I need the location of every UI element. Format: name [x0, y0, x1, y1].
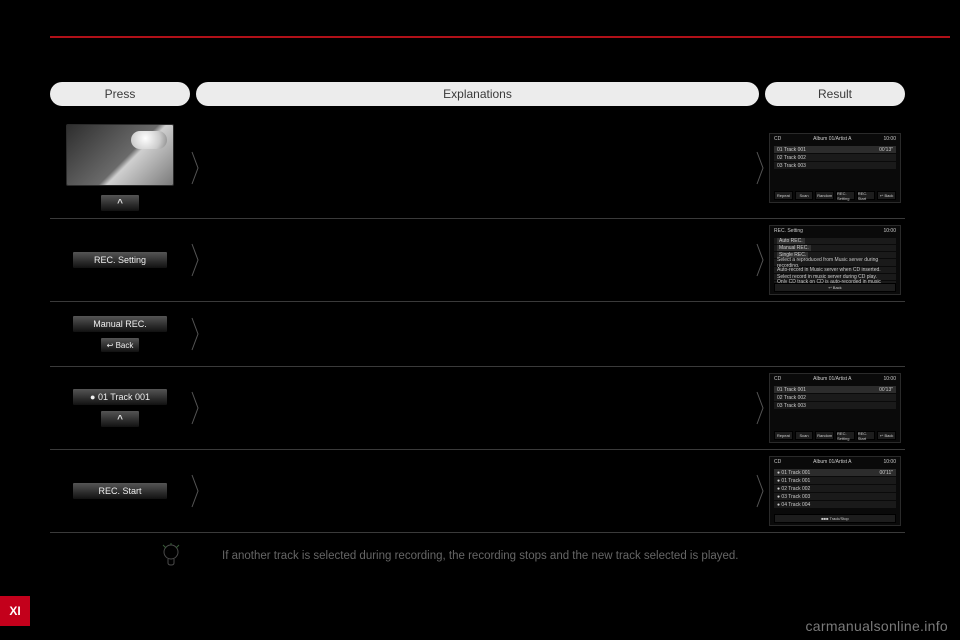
device-photo	[66, 124, 174, 186]
result-col: CD Album 01/Artist A 10:00 01 Track 001 00'1…	[765, 133, 905, 203]
shot-foot-btn: ↩ Back	[774, 283, 896, 292]
header-result: Result	[765, 82, 905, 106]
press-col: Manual REC. ↩ Back	[50, 315, 190, 353]
shot-title-left: CD	[774, 376, 781, 382]
result-screenshot: CDAlbum 01/Artist A10:00● 01 Track 00100…	[769, 456, 901, 526]
shot-opt-btn: Manual REC.	[777, 245, 811, 251]
shot-foot-btn: REC. Start	[857, 191, 876, 200]
chevron-icon	[190, 148, 200, 188]
explanation-text	[200, 234, 755, 286]
chevron-icon	[755, 148, 765, 188]
press-button[interactable]: ● 01 Track 001	[72, 388, 168, 406]
result-col: CDAlbum 01/Artist A10:00● 01 Track 00100…	[765, 456, 905, 526]
tip-row: If another track is selected during reco…	[50, 533, 905, 569]
chevron-icon	[755, 388, 765, 428]
shot-title-mid: Album 01/Artist A	[813, 136, 851, 142]
shot-foot-btn: Repeat	[774, 191, 793, 200]
result-screenshot: REC. Setting10:00Auto REC.Manual REC.Sin…	[769, 225, 901, 295]
shot-foot-btn: REC. Start	[857, 431, 876, 440]
shot-dur: 00'13"	[879, 387, 893, 393]
shot-line: 02 Track 002	[774, 154, 896, 161]
shot-line: ● 01 Track 001	[774, 477, 896, 484]
press-button[interactable]: ^	[100, 194, 140, 212]
shot-now: ● 01 Track 001	[777, 470, 810, 476]
instruction-row: ^ CD Album 01/Artist A 10:00 01 Track 001 00'…	[50, 118, 905, 219]
shot-time: 10:00	[883, 376, 896, 382]
shot-title-left: REC. Setting	[774, 228, 803, 234]
shot-foot-btn: REC. Setting	[836, 431, 855, 440]
shot-line: Auto-record in Music server when CD inse…	[774, 267, 896, 273]
shot-dur: 00'13"	[879, 147, 893, 153]
chevron-icon	[755, 471, 765, 511]
shot-opt-btn: Auto REC.	[777, 238, 805, 244]
press-button[interactable]: ↩ Back	[100, 337, 140, 353]
press-button[interactable]: ^	[100, 410, 140, 428]
press-button[interactable]: Manual REC.	[72, 315, 168, 333]
chevron-icon	[755, 240, 765, 280]
shot-line: 02 Track 002	[774, 394, 896, 401]
shot-line: ● 03 Track 003	[774, 493, 896, 500]
instruction-row: Manual REC. ↩ Back	[50, 302, 905, 367]
shot-line: 03 Track 003	[774, 162, 896, 169]
shot-foot-btn: Random	[815, 431, 834, 440]
explanation-text	[200, 382, 755, 434]
shot-line: ● 02 Track 002	[774, 485, 896, 492]
press-col: ● 01 Track 001 ^	[50, 388, 190, 428]
chevron-icon	[190, 240, 200, 280]
shot-foot-btn: ■■■ Track/Stop	[774, 514, 896, 523]
chevron-icon	[190, 471, 200, 511]
instruction-row: REC. Start CD Album 01/Artist A 10:00 ● 01 T…	[50, 450, 905, 533]
press-button[interactable]: REC. Setting	[72, 251, 168, 269]
shot-title-left: CD	[774, 459, 781, 465]
shot-foot-btn: Repeat	[774, 431, 793, 440]
shot-foot-btn: ↩ Back	[877, 431, 896, 440]
shot-now: 01 Track 001	[777, 147, 806, 153]
instruction-row: ● 01 Track 001 ^ CD Album 01/Artist A 10:00 0…	[50, 367, 905, 450]
press-col: REC. Start	[50, 482, 190, 500]
watermark: carmanualsonline.info	[806, 618, 949, 634]
header-explanations: Explanations	[196, 82, 759, 106]
shot-foot-btn: REC. Setting	[836, 191, 855, 200]
shot-now: 01 Track 001	[777, 387, 806, 393]
lightbulb-icon	[50, 543, 190, 569]
instruction-row: REC. Setting REC. Setting 10:00 Auto REC.Ma…	[50, 219, 905, 302]
header-press: Press	[50, 82, 190, 106]
explanation-text	[200, 308, 765, 360]
press-button[interactable]: REC. Start	[72, 482, 168, 500]
shot-title-mid: Album 01/Artist A	[813, 376, 851, 382]
shot-line: 03 Track 003	[774, 402, 896, 409]
shot-time: 10:00	[883, 228, 896, 234]
chevron-icon	[190, 314, 200, 354]
result-screenshot: CD Album 01/Artist A 10:00 01 Track 001 00'1…	[769, 133, 901, 203]
shot-foot-btn: Scan	[795, 191, 814, 200]
press-col: ^	[50, 124, 190, 212]
press-col: REC. Setting	[50, 251, 190, 269]
result-screenshot: CD Album 01/Artist A 10:00 01 Track 001 00'1…	[769, 373, 901, 443]
shot-line: Select a reproduced from Music server du…	[774, 259, 896, 266]
shot-foot-btn: ↩ Back	[877, 191, 896, 200]
result-col: REC. Setting10:00Auto REC.Manual REC.Sin…	[765, 225, 905, 295]
shot-title-left: CD	[774, 136, 781, 142]
chevron-icon	[190, 388, 200, 428]
shot-time: 10:00	[883, 136, 896, 142]
section-tab: XI	[0, 596, 30, 626]
shot-title-mid: Album 01/Artist A	[813, 459, 851, 465]
shot-foot-btn: Scan	[795, 431, 814, 440]
result-col: CD Album 01/Artist A 10:00 01 Track 001 00'1…	[765, 373, 905, 443]
shot-time: 10:00	[883, 459, 896, 465]
shot-dur: 00'11"	[880, 470, 893, 476]
explanation-text	[200, 465, 755, 517]
explanation-text	[200, 142, 755, 194]
shot-line: ● 04 Track 004	[774, 501, 896, 508]
rows-container: ^ CD Album 01/Artist A 10:00 01 Track 001 00'…	[50, 118, 905, 569]
shot-foot-btn: Random	[815, 191, 834, 200]
tip-text: If another track is selected during reco…	[190, 550, 905, 562]
top-divider	[50, 36, 950, 38]
column-headers: Press Explanations Result	[50, 82, 905, 106]
